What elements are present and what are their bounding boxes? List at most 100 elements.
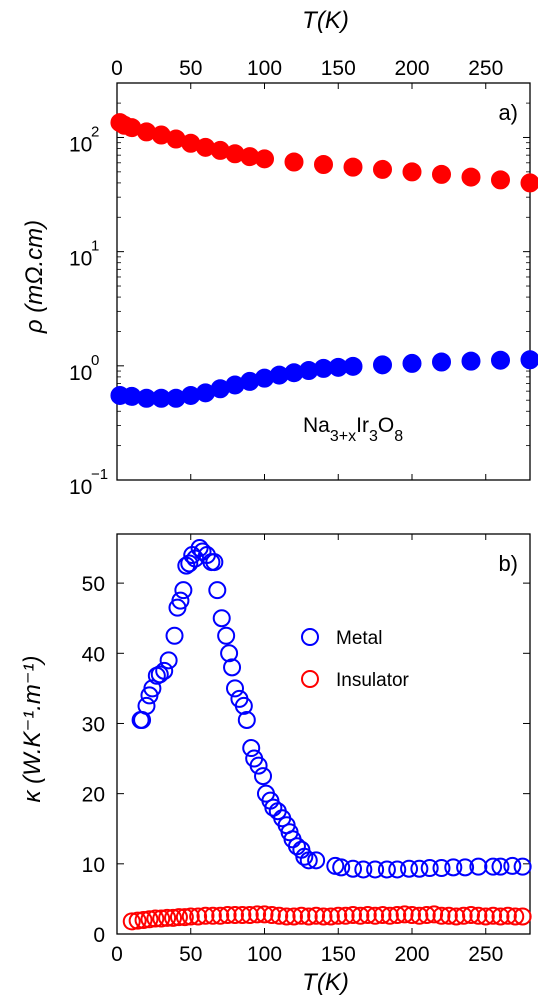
data-point bbox=[454, 906, 473, 925]
formula-part: O bbox=[378, 414, 394, 437]
data-point bbox=[491, 350, 510, 370]
data-point bbox=[447, 907, 466, 926]
legend-marker bbox=[301, 670, 319, 688]
data-point bbox=[343, 356, 363, 376]
data-point bbox=[332, 858, 351, 877]
data-point bbox=[395, 905, 414, 924]
data-point bbox=[143, 679, 162, 698]
data-point bbox=[520, 350, 538, 370]
data-point bbox=[403, 906, 421, 925]
data-point bbox=[299, 907, 318, 926]
y-axis-title: κ (W.K⁻¹.m⁻¹) bbox=[19, 655, 46, 802]
x-tick-label: 100 bbox=[247, 943, 282, 966]
data-point bbox=[432, 352, 451, 372]
data-point bbox=[248, 905, 267, 924]
data-point bbox=[498, 906, 517, 925]
data-point bbox=[456, 858, 475, 877]
data-point bbox=[277, 907, 296, 926]
y-tick-label: 10 bbox=[82, 854, 105, 877]
legend: Metal Insulator bbox=[301, 628, 410, 691]
data-point bbox=[425, 905, 444, 924]
data-point bbox=[503, 856, 522, 875]
data-point bbox=[240, 906, 259, 925]
data-point bbox=[410, 906, 429, 925]
data-point bbox=[461, 167, 481, 187]
data-point bbox=[321, 907, 340, 926]
formula-subscript: 3 bbox=[369, 428, 378, 445]
panel-label: b) bbox=[498, 551, 518, 576]
data-point bbox=[155, 661, 174, 680]
data-point bbox=[513, 857, 532, 876]
data-point bbox=[400, 859, 419, 878]
data-point bbox=[150, 665, 169, 684]
data-point bbox=[292, 906, 311, 925]
data-point bbox=[122, 912, 141, 931]
panel-label: a) bbox=[498, 100, 518, 125]
data-point bbox=[469, 906, 488, 925]
data-point bbox=[295, 847, 314, 866]
y-tick-label: 10 bbox=[69, 362, 92, 385]
data-point bbox=[329, 906, 348, 925]
y-tick-label-exponent: −1 bbox=[91, 466, 108, 483]
data-point bbox=[254, 767, 273, 786]
data-point bbox=[307, 851, 326, 870]
y-tick-label-exponent: 1 bbox=[91, 238, 99, 255]
plot-frame bbox=[116, 82, 531, 481]
data-point bbox=[164, 908, 183, 927]
data-point bbox=[223, 658, 242, 677]
data-point bbox=[285, 907, 303, 926]
data-point bbox=[152, 909, 171, 928]
data-point bbox=[476, 907, 495, 926]
data-point bbox=[174, 581, 193, 600]
data-point bbox=[137, 696, 156, 715]
data-point bbox=[373, 906, 392, 925]
data-point bbox=[270, 906, 289, 925]
data-point bbox=[226, 679, 244, 698]
data-point bbox=[462, 906, 480, 925]
data-point bbox=[444, 858, 463, 877]
data-point bbox=[264, 798, 283, 817]
data-point bbox=[358, 906, 377, 925]
data-point bbox=[255, 905, 274, 924]
data-point bbox=[491, 857, 510, 876]
formula-annotation: Na3+xIr3O8 bbox=[303, 414, 403, 445]
y-tick-label: 10 bbox=[69, 248, 92, 271]
x-tick-label: 200 bbox=[394, 57, 429, 80]
x-tick-label: 250 bbox=[468, 57, 503, 80]
data-point bbox=[196, 906, 215, 925]
data-point bbox=[220, 644, 239, 663]
formula-part: Na bbox=[303, 414, 330, 437]
data-point bbox=[212, 609, 231, 628]
data-point bbox=[513, 907, 532, 926]
y-tick-label: 40 bbox=[82, 643, 105, 666]
data-point bbox=[373, 355, 392, 375]
data-point bbox=[159, 651, 178, 670]
data-point bbox=[491, 907, 510, 926]
y-tick-label: 0 bbox=[93, 924, 105, 947]
data-point bbox=[242, 739, 261, 758]
data-point bbox=[388, 860, 407, 879]
x-tick-label: 0 bbox=[111, 57, 123, 80]
data-point bbox=[180, 554, 199, 573]
series-1 bbox=[110, 350, 538, 408]
data-point bbox=[469, 857, 488, 876]
data-point bbox=[203, 906, 222, 925]
data-point bbox=[218, 906, 237, 925]
data-point bbox=[343, 157, 363, 177]
legend-label: Insulator bbox=[336, 670, 410, 691]
data-point bbox=[388, 906, 407, 925]
x-tick-label: 150 bbox=[321, 57, 356, 80]
data-point bbox=[171, 591, 190, 610]
data-point bbox=[226, 906, 244, 925]
data-point bbox=[211, 906, 230, 925]
legend-label: Metal bbox=[336, 628, 382, 649]
series-0 bbox=[131, 539, 532, 879]
data-point bbox=[193, 542, 212, 561]
series-1 bbox=[122, 905, 532, 931]
x-tick-label: 0 bbox=[111, 943, 123, 966]
data-point bbox=[165, 626, 184, 645]
data-point bbox=[491, 170, 510, 190]
data-point bbox=[461, 351, 481, 371]
x-tick-label: 200 bbox=[394, 943, 429, 966]
